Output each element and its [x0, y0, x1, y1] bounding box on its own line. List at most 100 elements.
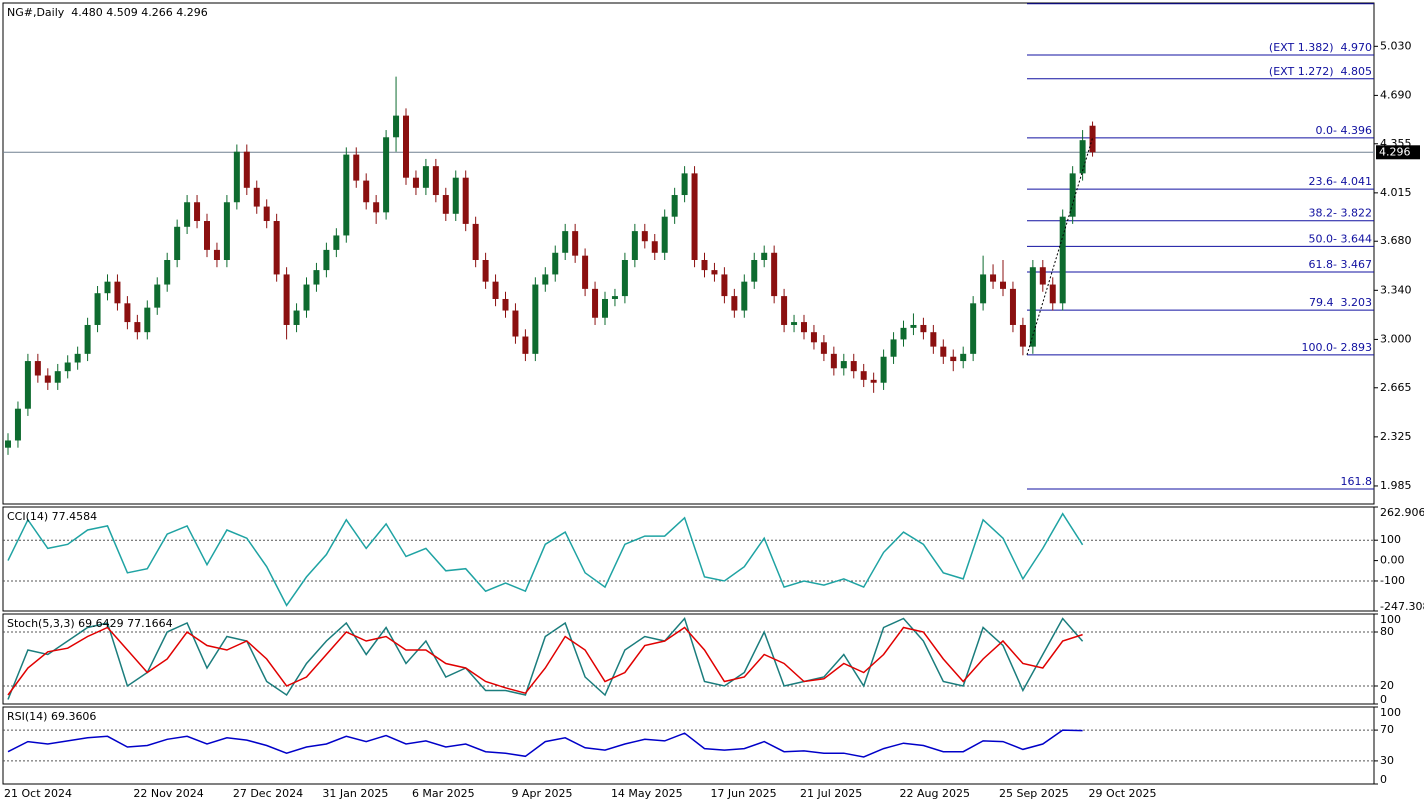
indicator-line [7, 729, 1083, 758]
y-tick-label: 0 [1380, 693, 1387, 706]
candle-body [373, 202, 380, 213]
candle-body [542, 274, 549, 285]
candle-body [621, 259, 628, 297]
candle-body [363, 180, 370, 203]
candle-body [482, 259, 489, 282]
fib-level-label: 61.8- 3.467 [1309, 258, 1372, 271]
fib-trendline [1026, 137, 1094, 355]
y-tick-label: 100 [1380, 613, 1401, 626]
candle-body [184, 202, 191, 227]
fib-level-label: 38.2- 3.822 [1309, 207, 1372, 220]
x-tick-label: 17 Jun 2025 [710, 787, 776, 800]
candle-body [1000, 281, 1006, 289]
candle-body [233, 151, 240, 203]
candle-body [194, 202, 201, 222]
candle-body [54, 371, 61, 383]
candle-body [403, 115, 409, 178]
candle-body [870, 379, 877, 383]
candle-body [5, 440, 11, 448]
candle-body [741, 281, 748, 311]
candle-body [701, 259, 708, 271]
candle-body [94, 293, 101, 325]
candle-body [353, 154, 360, 181]
candle-body [661, 216, 668, 253]
candle-body [552, 252, 559, 275]
x-tick-label: 21 Oct 2024 [4, 787, 72, 800]
candle-body [890, 339, 897, 357]
fib-level-label: 100.0- 2.893 [1302, 341, 1372, 354]
candle-body [432, 166, 439, 196]
y-tick-label: 262.906 [1380, 506, 1424, 519]
candle-body [84, 324, 91, 354]
candle-body [263, 206, 270, 222]
candle-body [940, 346, 947, 357]
x-tick-label: 21 Jul 2025 [800, 787, 862, 800]
candle-body [721, 274, 728, 297]
y-tick-label: -100 [1380, 574, 1405, 587]
y-tick-label: 0.00 [1380, 554, 1405, 567]
panel-title: Stoch(5,3,3) 69.6429 77.1664 [7, 617, 173, 630]
candle-body [213, 249, 220, 260]
candle-body [910, 324, 917, 328]
candle-body [711, 270, 718, 275]
candle-body [14, 408, 21, 441]
candle-body [293, 310, 300, 325]
fib-level-label: 161.8 [1341, 475, 1373, 488]
candle-body [691, 173, 698, 260]
candle-body [860, 371, 867, 380]
fib-level-label: 23.6- 4.041 [1309, 175, 1372, 188]
candle-body [174, 226, 181, 260]
y-tick-label: 100 [1380, 706, 1401, 719]
y-tick-label: 4.690 [1380, 88, 1412, 101]
fib-level-label: (EXT 1.382) 4.970 [1269, 41, 1372, 54]
candle-body [781, 296, 788, 325]
candle-body [960, 353, 967, 362]
y-tick-label: 2.325 [1380, 430, 1412, 443]
candle-body [412, 177, 419, 188]
candle-body [631, 231, 638, 260]
candle-body [990, 274, 997, 282]
x-tick-label: 31 Jan 2025 [322, 787, 388, 800]
candle-body [462, 177, 469, 224]
candle-body [1039, 267, 1046, 285]
candle-body [134, 322, 141, 333]
panel-title: CCI(14) 77.4584 [7, 510, 97, 523]
candle-body [313, 270, 320, 285]
fib-level-label: (EXT 1.272) 4.805 [1269, 65, 1372, 78]
candle-body [164, 259, 171, 285]
fib-level-label: 79.4 3.203 [1309, 296, 1372, 309]
candle-body [562, 231, 569, 253]
y-tick-label: 5.030 [1380, 39, 1412, 52]
candle-body [422, 166, 429, 188]
candle-body [950, 356, 957, 362]
candle-body [452, 177, 459, 214]
candle-body [920, 324, 927, 333]
candle-body [104, 281, 111, 294]
y-tick-label: 4.015 [1380, 186, 1412, 199]
y-tick-label: 1.985 [1380, 479, 1412, 492]
panel-frame [2, 2, 1375, 505]
x-tick-label: 9 Apr 2025 [511, 787, 572, 800]
x-tick-label: 14 May 2025 [611, 787, 683, 800]
candle-body [1049, 284, 1056, 304]
candle-body [582, 255, 589, 289]
current-price-label: 4.296 [1379, 145, 1411, 158]
candle-body [1029, 267, 1036, 347]
candle-body [880, 356, 887, 383]
panel-title: RSI(14) 69.3606 [7, 710, 96, 723]
candle-body [114, 281, 121, 304]
candle-body [611, 296, 618, 299]
y-tick-label: 0 [1380, 773, 1387, 786]
candle-body [472, 223, 479, 260]
candle-body [980, 274, 987, 304]
current-price-box [1376, 145, 1420, 160]
candle-body [532, 284, 539, 354]
candle-body [651, 241, 658, 253]
y-tick-label: 3.000 [1380, 332, 1412, 345]
x-tick-label: 6 Mar 2025 [412, 787, 475, 800]
fib-level-label: 50.0- 3.644 [1309, 232, 1372, 245]
candle-body [771, 252, 778, 297]
y-tick-label: 80 [1380, 625, 1394, 638]
candle-body [383, 137, 390, 213]
candle-body [830, 353, 837, 369]
